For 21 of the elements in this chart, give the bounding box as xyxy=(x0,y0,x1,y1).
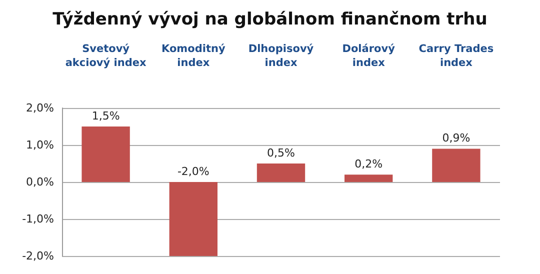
data-label: 0,2% xyxy=(354,158,383,171)
data-label: -2,0% xyxy=(177,165,210,178)
data-label: 0,5% xyxy=(267,146,295,160)
x-tick-label: Svetový akciový index xyxy=(65,43,146,69)
y-tick-label: -1,0% xyxy=(22,212,54,226)
y-tick-label: 2,0% xyxy=(26,102,54,114)
x-tick-label: Carry Trades index xyxy=(418,43,494,69)
data-label: 1,5% xyxy=(92,110,120,122)
bar xyxy=(344,174,393,182)
bar xyxy=(256,164,306,182)
data-label: 0,9% xyxy=(442,132,470,145)
bar xyxy=(432,148,480,182)
y-tick-label: 1,0% xyxy=(26,138,54,152)
x-tick-label: Dlhopisový index xyxy=(248,43,314,69)
x-tick-label: Komoditný index xyxy=(162,43,226,69)
bar xyxy=(169,182,218,256)
x-tick-label: Dolárový index xyxy=(342,43,396,69)
bar xyxy=(82,126,130,182)
y-tick-label: 0,0% xyxy=(26,176,54,188)
y-tick-label: -2,0% xyxy=(22,250,54,262)
chart-title: Týždenný vývoj na globálnom finančnom trhu xyxy=(52,10,488,30)
